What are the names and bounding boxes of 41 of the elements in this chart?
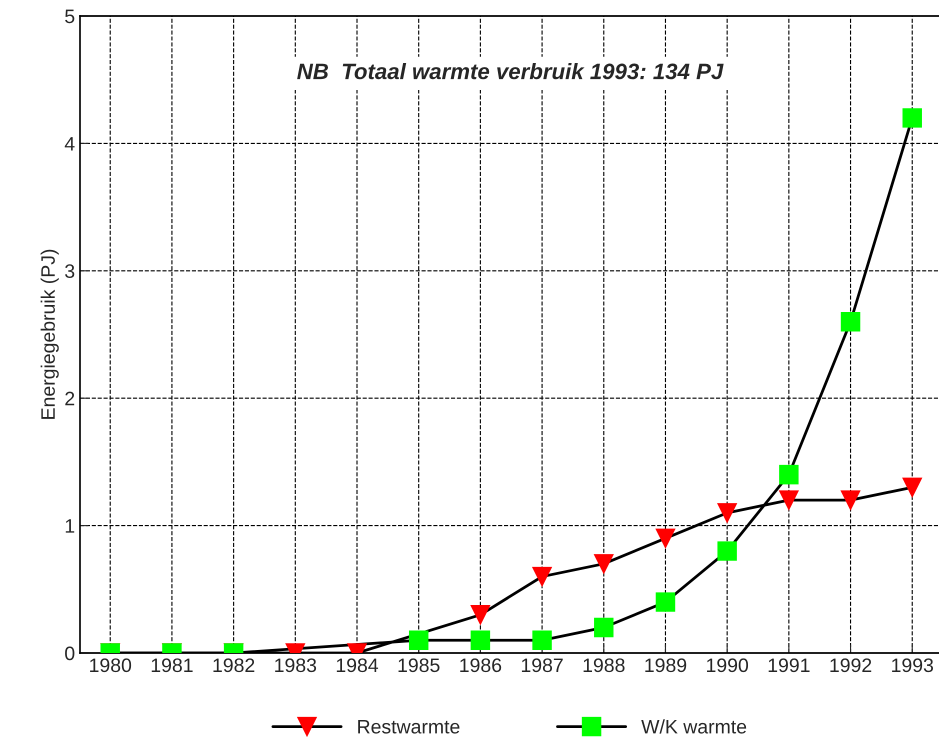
x-tick-label: 1980 [90, 658, 132, 672]
legend-label: W/K warmte [641, 719, 746, 734]
point [594, 554, 614, 574]
x-tick-label: 1990 [707, 658, 748, 672]
point [470, 630, 490, 650]
annotation: NB Totaal warmte verbruik 1993: 134 PJ [297, 62, 724, 80]
point [902, 478, 922, 498]
point [717, 541, 737, 561]
y-tick-label: 0 [65, 646, 74, 660]
point [656, 592, 676, 612]
point [840, 490, 860, 510]
point [840, 312, 860, 332]
x-tick-label: 1991 [768, 658, 810, 672]
point [532, 630, 552, 650]
y-tick-label: 4 [64, 137, 75, 150]
y-tick-label: 1 [66, 519, 74, 533]
x-tick-label: 1983 [275, 658, 316, 672]
legend-label: Restwarmte [358, 720, 460, 734]
point [470, 605, 490, 625]
y-tick-label: 5 [65, 10, 74, 24]
point [594, 618, 614, 638]
x-tick-label: 1986 [460, 658, 502, 672]
y-axis-title: Energiegebruik (PJ) [40, 250, 59, 419]
x-tick-label: 1992 [830, 658, 872, 672]
point [656, 528, 676, 548]
x-tick-label: 1981 [152, 658, 193, 672]
point [902, 108, 922, 128]
point [532, 566, 552, 586]
x-tick-label: 1989 [645, 658, 686, 672]
y-tick-label: 2 [65, 392, 74, 406]
x-tick-label: 1993 [892, 658, 934, 672]
point [779, 464, 799, 484]
x-tick-label: 1982 [213, 658, 254, 672]
x-tick-label: 1987 [522, 658, 563, 672]
point [717, 503, 737, 523]
x-tick-label: 1984 [336, 658, 378, 672]
x-tick-label: 1988 [584, 658, 625, 672]
x-tick-label: 1985 [398, 658, 440, 672]
y-tick-label: 3 [65, 264, 74, 278]
point [779, 490, 799, 510]
point [408, 630, 428, 650]
